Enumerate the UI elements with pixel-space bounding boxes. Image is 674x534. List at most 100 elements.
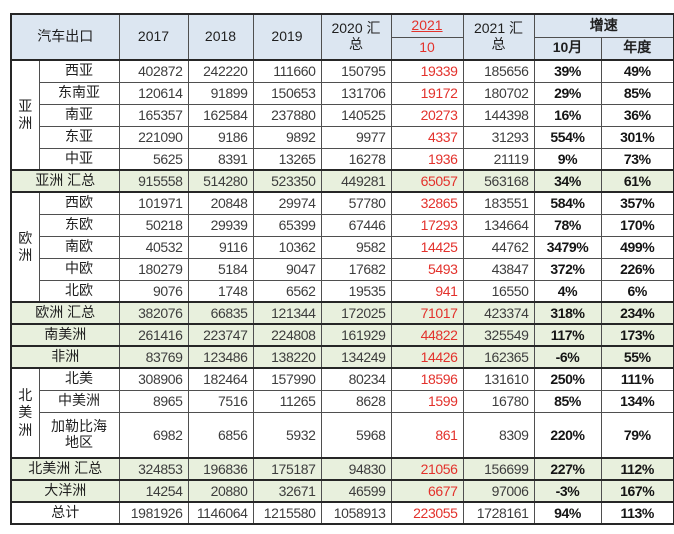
- col-header-2021: 2021: [390, 13, 464, 38]
- value-cell: 16550: [462, 279, 535, 303]
- region-label: 中美洲: [38, 389, 120, 413]
- col-header-2019: 2019: [252, 13, 322, 61]
- value-cell: 138220: [252, 345, 322, 369]
- value-cell: 121344: [252, 301, 322, 325]
- value-cell: 66835: [187, 301, 254, 325]
- value-cell: 31293: [462, 125, 535, 149]
- value-cell: 120614: [118, 81, 189, 105]
- region-label: 北美: [38, 367, 120, 391]
- region-label: 北欧: [38, 279, 120, 303]
- value-cell: 185656: [462, 59, 535, 83]
- value-cell: 242220: [187, 59, 254, 83]
- value-cell: 162584: [187, 103, 254, 127]
- growth-value: 357%: [600, 191, 674, 215]
- region-label: 加勒比海 地区: [38, 411, 120, 459]
- value-cell: 161929: [320, 323, 392, 347]
- corner-header: 汽车出口: [10, 13, 120, 61]
- value-cell: 7516: [187, 389, 254, 413]
- export-table: 汽车出口 2017 2018 2019 2020 汇 总 2021 2021 汇…: [10, 13, 674, 525]
- table-row: 东亚 221090 9186 9892 9977 4337 31293 554% 301%: [11, 125, 674, 149]
- value-cell: 57780: [320, 191, 392, 215]
- growth-value: 3479%: [533, 235, 602, 259]
- value-cell: 50218: [118, 213, 189, 237]
- col-header-2021-total: 2021 汇 总: [462, 13, 535, 61]
- value-cell: 40532: [118, 235, 189, 259]
- col-header-2021-month: 10: [390, 36, 464, 61]
- col-header-growth-oct: 10月: [533, 36, 602, 61]
- table-row: 大洋洲 14254 20880 32671 46599 6677 97006 -3% 167%: [10, 479, 674, 503]
- value-2021-oct: 44822: [390, 323, 464, 347]
- table-row: 南欧 40532 9116 10362 9582 14425 44762 3479% 499%: [11, 235, 674, 259]
- value-cell: 65399: [252, 213, 322, 237]
- value-cell: 5968: [320, 411, 392, 459]
- table-row: 加勒比海 地区 6982 6856 5932 5968 861 8309 220% 79%: [11, 411, 674, 459]
- growth-value: 250%: [533, 367, 602, 391]
- growth-value: 584%: [533, 191, 602, 215]
- value-cell: 29939: [187, 213, 254, 237]
- table-row: 南亚 165357 162584 237880 140525 20273 144398 16%…: [11, 103, 674, 127]
- table-row: 中美洲 8965 7516 11265 8628 1599 16780 85% 134%: [11, 389, 674, 413]
- region-label: 东南亚: [38, 81, 120, 105]
- value-cell: 514280: [187, 169, 254, 193]
- value-cell: 131610: [462, 367, 535, 391]
- spreadsheet-region: 汽车出口 2017 2018 2019 2020 汇 总 2021 2021 汇…: [10, 13, 674, 525]
- value-cell: 157990: [252, 367, 322, 391]
- value-cell: 6856: [187, 411, 254, 459]
- value-cell: 9186: [187, 125, 254, 149]
- value-cell: 5625: [118, 147, 189, 171]
- value-cell: 9582: [320, 235, 392, 259]
- value-2021-oct: 32865: [390, 191, 464, 215]
- col-header-2018: 2018: [187, 13, 254, 61]
- value-cell: 224808: [252, 323, 322, 347]
- region-label: 南亚: [38, 103, 120, 127]
- growth-value: 220%: [533, 411, 602, 459]
- value-cell: 29974: [252, 191, 322, 215]
- value-2021-oct: 19172: [390, 81, 464, 105]
- table-header: 汽车出口 2017 2018 2019 2020 汇 总 2021 2021 汇…: [10, 13, 674, 61]
- table-row: 非洲 83769 123486 138220 134249 14426 162365 -6% 5…: [10, 345, 674, 369]
- value-cell: 19535: [320, 279, 392, 303]
- growth-value: -6%: [533, 345, 602, 369]
- table-row: 中亚 5625 8391 13265 16278 1936 21119 9% 73%: [11, 147, 674, 171]
- value-cell: 5184: [187, 257, 254, 281]
- value-cell: 134664: [462, 213, 535, 237]
- summary-label: 欧洲 汇总: [10, 301, 120, 325]
- value-cell: 83769: [118, 345, 189, 369]
- value-cell: 16780: [462, 389, 535, 413]
- value-cell: 8309: [462, 411, 535, 459]
- region-label: 东欧: [38, 213, 120, 237]
- value-cell: 1146064: [187, 501, 254, 525]
- continent-group-label: 欧洲: [10, 191, 40, 303]
- table-body: 亚洲 西亚 402872 242220 111660 150795 19339 185656 3…: [10, 59, 674, 525]
- value-cell: 1215580: [252, 501, 322, 525]
- growth-value: 111%: [600, 367, 674, 391]
- growth-value: 34%: [533, 169, 602, 193]
- growth-value: 79%: [600, 411, 674, 459]
- value-cell: 325549: [462, 323, 535, 347]
- value-cell: 150795: [320, 59, 392, 83]
- summary-label: 总计: [10, 501, 120, 525]
- value-2021-oct: 21056: [390, 457, 464, 481]
- summary-label: 大洋洲: [10, 479, 120, 503]
- value-cell: 91899: [187, 81, 254, 105]
- table-row: 亚洲 西亚 402872 242220 111660 150795 19339 185656 3…: [10, 59, 674, 171]
- value-cell: 402872: [118, 59, 189, 83]
- value-cell: 9116: [187, 235, 254, 259]
- region-label: 中欧: [38, 257, 120, 281]
- value-cell: 8628: [320, 389, 392, 413]
- growth-value: 170%: [600, 213, 674, 237]
- growth-value: 113%: [600, 501, 674, 525]
- col-header-2017: 2017: [118, 13, 189, 61]
- value-cell: 237880: [252, 103, 322, 127]
- col-header-growth: 增速: [533, 13, 674, 38]
- value-cell: 9076: [118, 279, 189, 303]
- growth-value: 29%: [533, 81, 602, 105]
- value-cell: 221090: [118, 125, 189, 149]
- col-header-2020-total: 2020 汇 总: [320, 13, 392, 61]
- growth-value: 4%: [533, 279, 602, 303]
- growth-value: 499%: [600, 235, 674, 259]
- value-cell: 196836: [187, 457, 254, 481]
- value-cell: 44762: [462, 235, 535, 259]
- value-2021-oct: 861: [390, 411, 464, 459]
- value-cell: 14254: [118, 479, 189, 503]
